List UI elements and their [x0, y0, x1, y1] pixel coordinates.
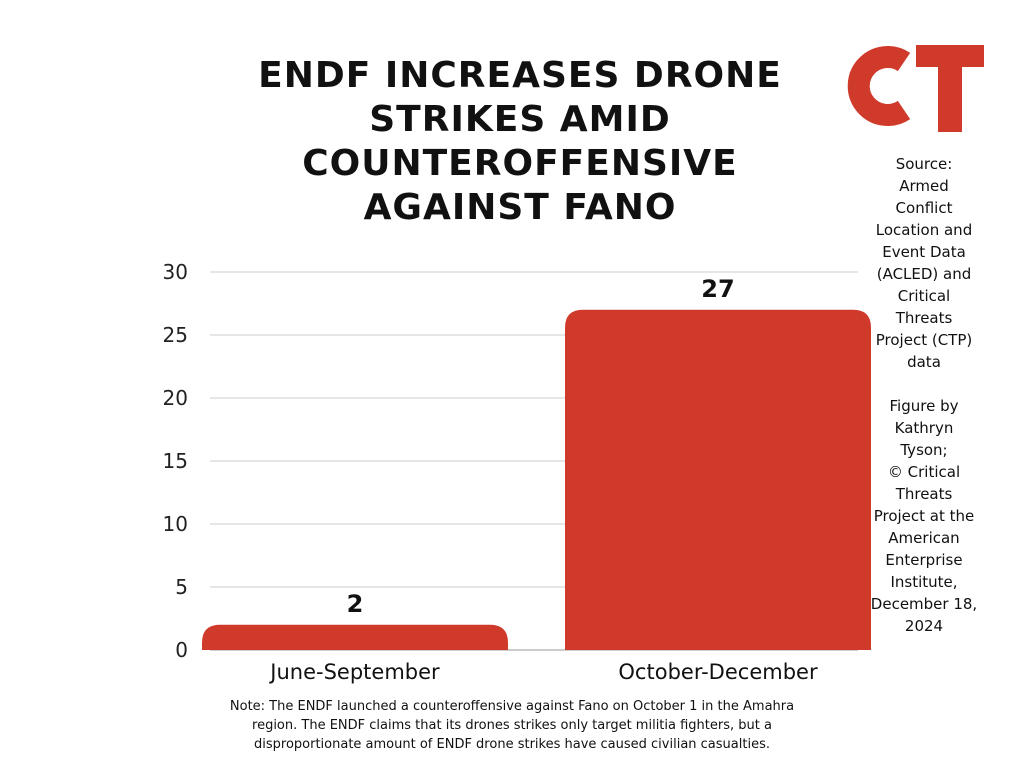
- y-tick-label: 5: [175, 575, 188, 599]
- y-tick-label: 30: [163, 260, 188, 284]
- y-tick-label: 20: [163, 386, 188, 410]
- credit-line: Institute,: [890, 573, 958, 591]
- source-line: Event Data: [882, 243, 966, 261]
- category-label: June-September: [268, 660, 440, 684]
- note-line: disproportionate amount of ENDF drone st…: [254, 737, 770, 752]
- credit-text: Figure by Kathryn Tyson; © Critical Thre…: [860, 395, 988, 637]
- source-line: data: [907, 353, 941, 371]
- credit-line: Tyson;: [900, 441, 948, 459]
- source-line: Threats: [895, 309, 953, 327]
- source-line: Armed: [899, 177, 949, 195]
- note-line: region. The ENDF claims that its drones …: [252, 718, 772, 733]
- chart-title-line: STRIKES AMID: [369, 99, 671, 140]
- source-credit-panel: Source: Armed Conflict Location and Even…: [860, 153, 988, 637]
- credit-line: Kathryn: [894, 419, 954, 437]
- credit-line: December 18,: [870, 595, 978, 613]
- data-label: 2: [347, 590, 364, 618]
- bar: [565, 309, 871, 650]
- ct-logo-c: [847, 46, 911, 126]
- credit-line: 2024: [904, 617, 944, 635]
- source-line: Conflict: [895, 199, 953, 217]
- chart-title-line: ENDF INCREASES DRONE: [258, 55, 782, 96]
- source-line: Location and: [875, 221, 973, 239]
- chart-title-line: COUNTEROFFENSIVE: [302, 143, 738, 184]
- y-tick-label: 10: [163, 512, 188, 536]
- credit-line: American: [888, 529, 960, 547]
- y-tick-label: 25: [163, 323, 188, 347]
- ct-logo: CT: [847, 45, 984, 132]
- ct-logo-t-stem: [938, 45, 962, 132]
- data-labels: 2 27: [347, 275, 735, 618]
- source-line: Project (CTP): [875, 331, 973, 349]
- credit-line: Figure by: [889, 397, 959, 415]
- source-text: Source: Armed Conflict Location and Even…: [860, 153, 988, 373]
- category-label: October-December: [618, 660, 818, 684]
- source-line: Critical: [897, 287, 951, 305]
- credit-line: Threats: [895, 485, 953, 503]
- chart-title: ENDF INCREASES DRONE STRIKES AMID COUNTE…: [220, 54, 820, 230]
- credit-line: Enterprise: [885, 551, 963, 569]
- credit-line: Project at the: [873, 507, 975, 525]
- y-axis-tick-labels: 0 5 10 15 20 25 30: [163, 260, 188, 662]
- credit-line: © Critical: [887, 463, 961, 481]
- bar: [202, 624, 508, 650]
- y-tick-label: 0: [175, 638, 188, 662]
- chart-note: Note: The ENDF launched a counteroffensi…: [150, 697, 874, 754]
- source-line: (ACLED) and: [876, 265, 972, 283]
- bars: [202, 309, 871, 650]
- data-label: 27: [701, 275, 734, 303]
- source-line: Source:: [895, 155, 953, 173]
- x-axis-category-labels: June-September October-December: [268, 660, 818, 684]
- chart-title-line: AGAINST FANO: [363, 187, 677, 228]
- note-line: Note: The ENDF launched a counteroffensi…: [229, 699, 795, 714]
- y-tick-label: 15: [163, 449, 188, 473]
